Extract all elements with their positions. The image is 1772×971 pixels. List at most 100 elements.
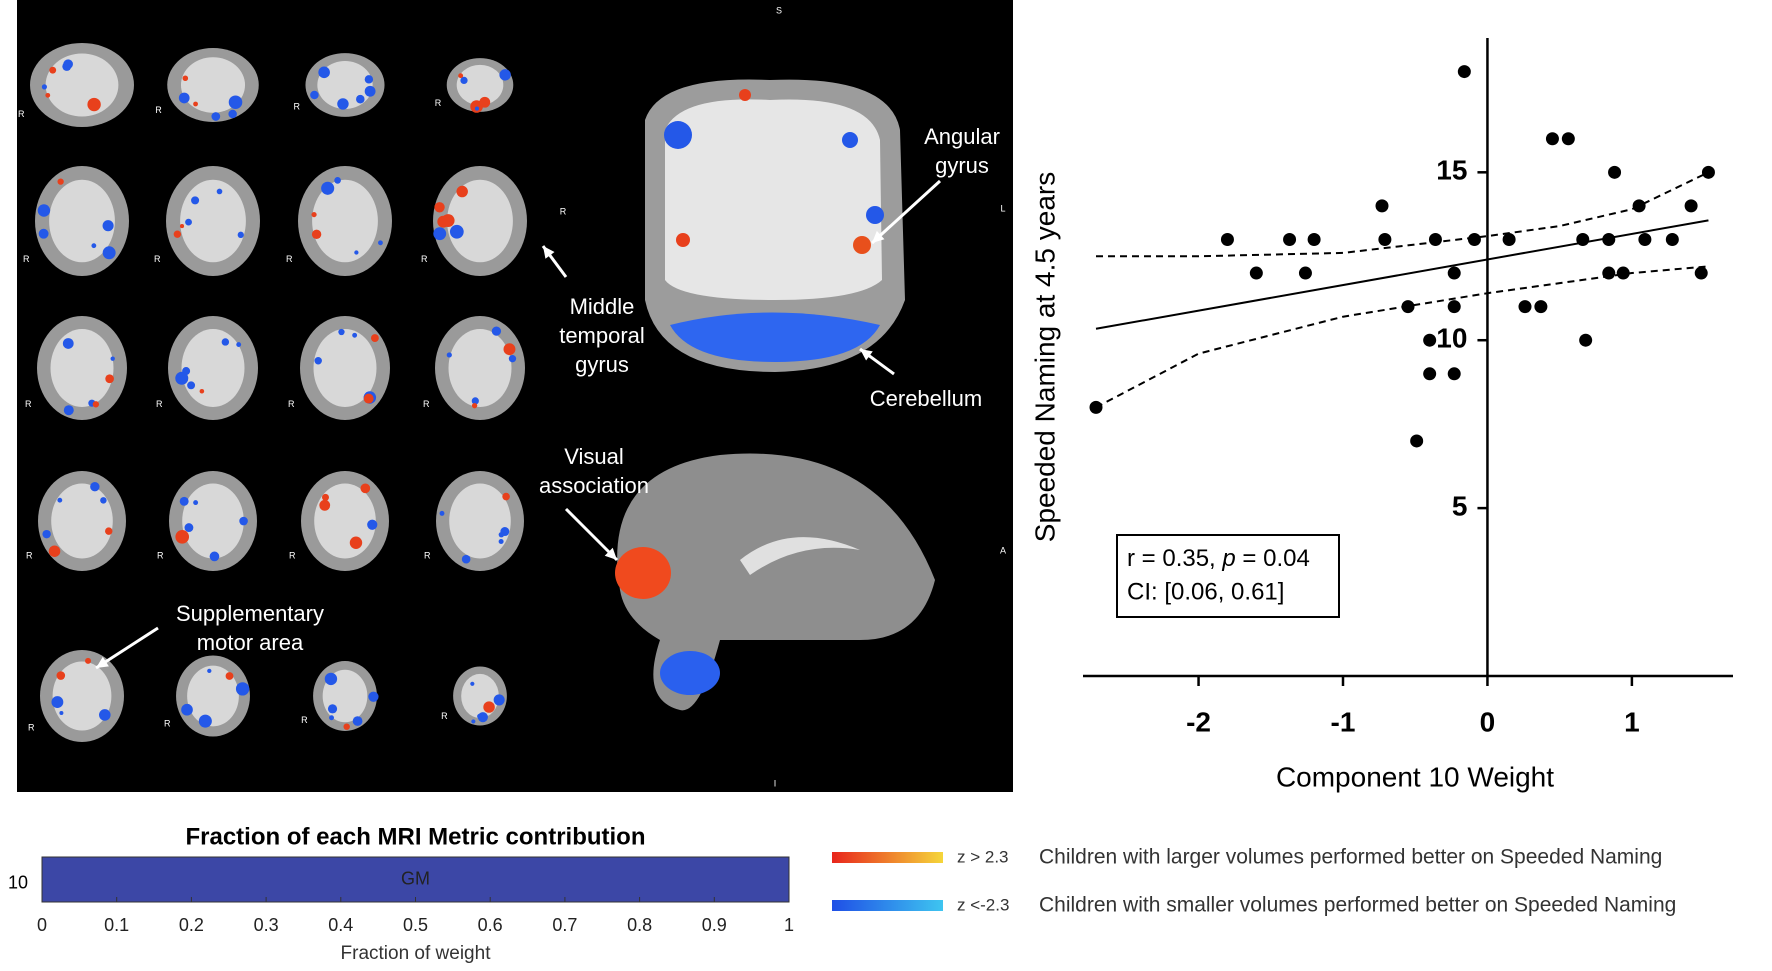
legend-label: z > 2.3 — [957, 847, 1009, 866]
activation — [59, 710, 64, 715]
white-matter — [45, 53, 119, 117]
point — [1447, 300, 1461, 314]
legend-swatch — [832, 852, 943, 863]
point — [1602, 232, 1616, 246]
activation — [236, 342, 242, 347]
coronal-white — [665, 99, 882, 300]
activation — [237, 231, 244, 238]
point — [1307, 232, 1321, 246]
activation — [110, 356, 115, 361]
activation — [471, 719, 476, 724]
white-matter — [50, 329, 114, 407]
point — [1457, 65, 1471, 79]
activation — [458, 73, 464, 79]
arrow — [870, 179, 942, 245]
x-tick-label: -1 — [1331, 706, 1356, 737]
white-matter — [49, 179, 115, 263]
slice-side: R — [23, 254, 30, 264]
activation — [853, 236, 871, 254]
activation — [327, 704, 338, 714]
activation — [90, 481, 100, 492]
activation — [470, 681, 475, 686]
activation — [739, 89, 751, 101]
point — [1423, 333, 1437, 347]
activation — [321, 181, 335, 195]
activation — [471, 403, 478, 409]
point — [1545, 132, 1559, 146]
y-tick-label: 15 — [1436, 155, 1467, 186]
activation — [370, 334, 379, 342]
activation — [41, 84, 47, 90]
x-tick-label: 0.8 — [627, 915, 652, 935]
activation — [99, 709, 111, 721]
activation — [173, 230, 182, 238]
white-matter — [182, 483, 244, 559]
cerebellum — [670, 312, 880, 362]
x-axis-label: Component 10 Weight — [1276, 761, 1554, 792]
arrow — [95, 626, 159, 670]
activation — [441, 214, 455, 227]
activation — [368, 520, 374, 527]
point — [1576, 232, 1590, 246]
activation — [38, 228, 49, 239]
annotation-part: p — [1221, 545, 1235, 572]
activation — [363, 393, 374, 404]
activation — [207, 668, 212, 674]
annotation: CI: [0.06, 0.61] — [1127, 578, 1284, 605]
activation — [209, 551, 220, 562]
x-axis-label: Fraction of weight — [341, 943, 492, 964]
activation — [91, 243, 97, 249]
activation — [319, 499, 331, 511]
activation — [471, 397, 479, 405]
point — [1401, 300, 1415, 314]
activation — [225, 672, 234, 680]
annotation-part: r = 0.35, — [1127, 545, 1222, 572]
activation — [360, 483, 371, 494]
orientation-label: I — [774, 778, 777, 788]
x-tick-label: 0.9 — [702, 915, 727, 935]
orientation-label: L — [1000, 203, 1005, 213]
region-label: Middle — [570, 294, 635, 319]
activation — [179, 224, 185, 229]
x-tick-label: 0.7 — [552, 915, 577, 935]
white-matter — [448, 329, 512, 407]
activation — [63, 59, 73, 69]
activation — [664, 121, 692, 149]
activation — [310, 90, 319, 100]
white-matter — [180, 57, 246, 113]
activation — [49, 66, 57, 74]
point — [1632, 199, 1646, 213]
slice-side: R — [441, 711, 448, 721]
sagittal-brain — [617, 453, 935, 711]
annotation-box — [1116, 534, 1340, 618]
activation — [92, 401, 100, 408]
bar-title: Fraction of each MRI Metric contribution — [185, 823, 645, 850]
point — [1608, 165, 1622, 179]
activation — [179, 496, 189, 506]
point — [1283, 232, 1297, 246]
activation — [85, 657, 92, 664]
arrow — [564, 507, 619, 562]
slice-side: R — [157, 550, 164, 560]
activation — [322, 493, 329, 501]
activation — [102, 220, 114, 232]
activation — [105, 374, 114, 384]
activation — [318, 66, 330, 79]
cerebellum-sag — [660, 651, 720, 695]
point — [1638, 232, 1652, 246]
annotation-part: = 0.04 — [1236, 545, 1310, 572]
activation — [37, 204, 51, 217]
activation — [338, 328, 345, 336]
point — [1447, 266, 1461, 280]
segment-label: GM — [401, 868, 430, 888]
activation — [314, 357, 322, 365]
arrow-head — [543, 246, 555, 259]
bar-segment — [42, 857, 789, 902]
slice-side: R — [18, 109, 25, 119]
slice-side: R — [293, 102, 300, 112]
x-tick-label: 0.6 — [478, 915, 503, 935]
x-tick-label: 0 — [37, 915, 47, 935]
corpus-callosum — [740, 537, 860, 575]
white-matter — [52, 661, 112, 731]
arrow-head — [604, 547, 617, 560]
